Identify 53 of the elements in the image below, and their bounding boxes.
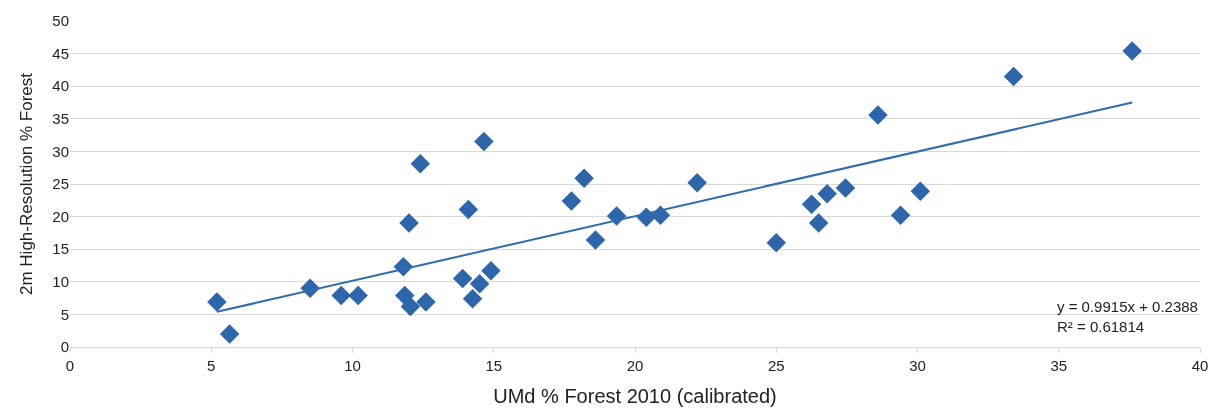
x-tick-label: 10	[344, 357, 361, 374]
y-tick-label: 0	[60, 338, 69, 356]
point	[1003, 66, 1024, 87]
point	[219, 324, 240, 344]
point	[835, 178, 856, 198]
y-tick-label: 25	[52, 175, 69, 193]
x-tick-label: 35	[1050, 357, 1068, 374]
y-tick-label: 20	[52, 207, 69, 225]
point	[606, 206, 627, 226]
x-tick-label: 40	[1191, 357, 1209, 374]
point	[331, 285, 351, 306]
point	[469, 274, 490, 294]
x-tick-label: 30	[909, 357, 926, 374]
x-tick-label: 15	[485, 357, 503, 374]
y-tick-label: 40	[52, 77, 69, 95]
x-tick-label: 25	[767, 357, 785, 374]
point	[910, 181, 931, 201]
y-tick-label: 10	[52, 273, 69, 291]
y-tick-label: 35	[52, 110, 69, 128]
point	[574, 168, 594, 188]
x-tick-label: 5	[207, 357, 216, 374]
x-axis-title: UMd % Forest 2010 (calibrated)	[493, 384, 777, 407]
point	[348, 285, 368, 306]
point	[481, 260, 501, 281]
point	[890, 205, 911, 226]
point	[561, 191, 582, 211]
y-tick-label: 5	[60, 305, 69, 323]
y-tick-label: 30	[52, 142, 69, 160]
point	[395, 285, 415, 306]
point	[410, 154, 431, 174]
point	[416, 292, 436, 312]
point	[458, 199, 479, 220]
point	[207, 292, 227, 312]
point	[474, 131, 494, 152]
y-tick-label: 15	[52, 240, 69, 258]
point	[801, 194, 822, 214]
annotation: R² = 0.61814	[1057, 317, 1145, 335]
y-axis-title: 2m High-Resolution % Forest	[16, 72, 36, 296]
point	[868, 105, 888, 125]
y-tick-label: 50	[52, 12, 69, 30]
point	[452, 268, 473, 289]
point	[1122, 41, 1142, 61]
point	[585, 230, 606, 250]
point	[462, 289, 483, 309]
annotation: y = 0.9915x + 0.2388	[1057, 298, 1198, 315]
point	[687, 172, 707, 193]
point	[817, 184, 837, 204]
x-tick-label: 20	[626, 357, 644, 374]
point	[766, 232, 786, 253]
point	[808, 213, 829, 233]
y-tick-label: 45	[52, 44, 69, 62]
point	[399, 213, 419, 233]
point	[400, 296, 421, 317]
